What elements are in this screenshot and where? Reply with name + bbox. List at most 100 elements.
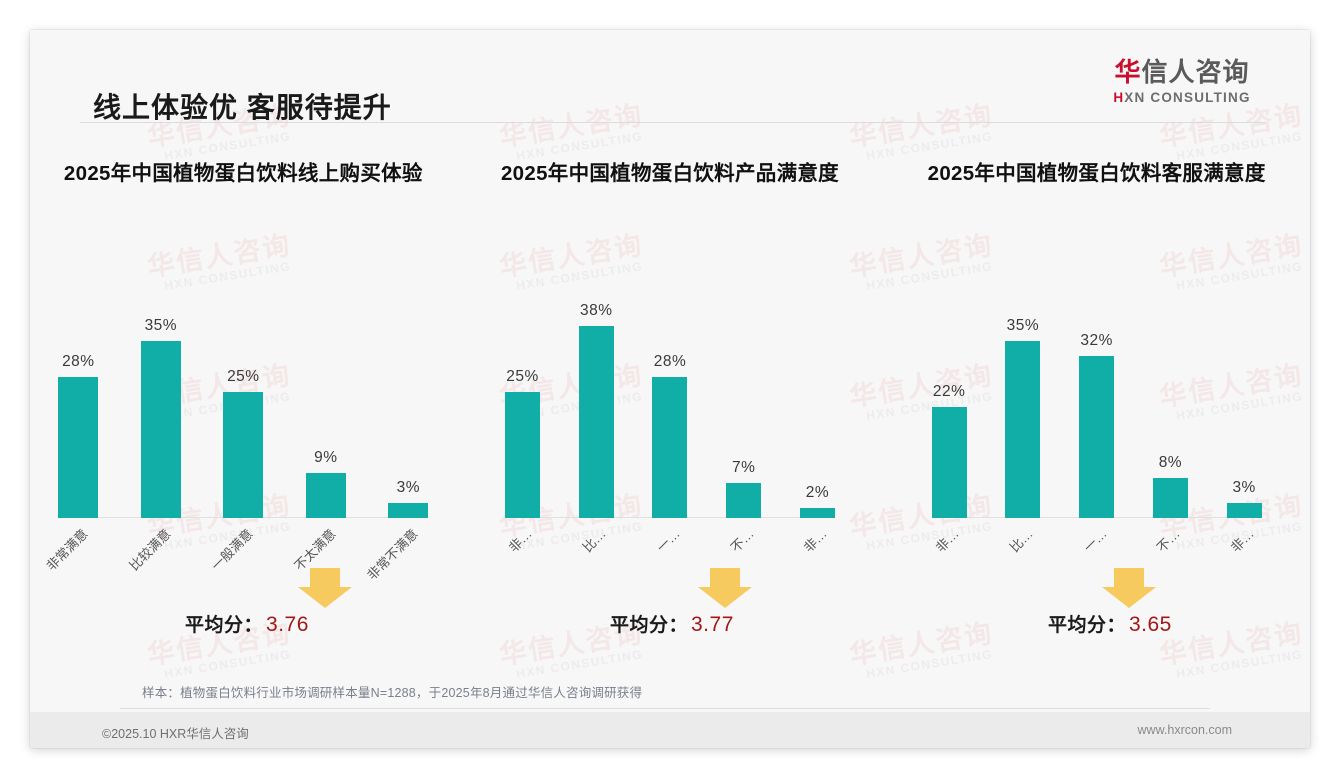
x-axis-tick-label: 不太满意 [291,526,339,574]
x-axis-tick-label: 一… [653,526,683,556]
slide-footer: ©2025.10 HXR华信人咨询 www.hxrcon.com [30,712,1310,748]
average-score-block-3: 平均分： 3.65 [883,568,1310,648]
x-axis-tick-label: 比… [579,526,609,556]
bar-slot: 28% 非常满意 [44,278,99,574]
down-arrow-icon [1101,568,1156,608]
bar-slot: 32% 一… [1079,278,1115,555]
bar-chart-2: 25% 非… 38% 比… 28% 一… 7% 不… 2% 非… [457,278,884,555]
bar[interactable] [1152,477,1188,518]
x-axis-tick-label: 非… [801,526,831,556]
bar[interactable] [726,482,762,518]
bars-group: 28% 非常满意 35% 比较满意 25% 一般满意 9% 不太满意 3% 非常不满意 [44,278,429,583]
watermark-english: HXN CONSULTING [163,647,293,682]
bar[interactable] [1005,341,1041,518]
x-axis-tick-label: 非常满意 [43,526,92,574]
x-axis-tick-label: 不… [727,526,757,556]
bar-slot: 9% 不太满意 [291,278,346,574]
x-axis-tick-label: 不… [1154,526,1184,556]
bar-value-label: 28% [653,352,687,370]
bar-slot: 35% 比… [1005,278,1041,555]
logo-english-first-char: H [1113,89,1125,105]
bar-value-label: 9% [314,448,338,466]
chart-panel-2: 2025年中国植物蛋白饮料产品满意度 25% 非… 38% 比… 28% 一… 7% 不… 2% 非… [457,138,884,638]
x-axis-tick-label: 比… [1006,526,1036,556]
footer-copyright: ©2025.10 HXR华信人咨询 [102,727,249,741]
company-logo: 华信人咨询 HXN CONSULTING [1092,57,1272,105]
bar-slot: 25% 一般满意 [209,278,264,574]
bar-slot: 2% 非… [799,278,835,555]
arrow-stem [1113,568,1144,588]
chart-panel-3: 2025年中国植物蛋白饮料客服满意度 22% 非… 35% 比… 32% 一… 8% 不… 3% 非… [883,138,1310,638]
logo-english-rest: XN CONSULTING [1124,89,1251,105]
bar-slot: 35% 比较满意 [126,278,181,574]
bar-value-label: 22% [932,382,966,400]
bar[interactable] [305,472,346,518]
average-score-label: 平均分： [185,615,264,636]
footer-website[interactable]: www.hxrcon.com [1137,723,1232,737]
page-title: 线上体验优 客服待提升 [93,92,392,123]
average-score-text: 平均分： 3.65 [1048,610,1172,637]
chart-title-1: 2025年中国植物蛋白饮料线上购买体验 [63,162,423,185]
watermark-english: HXN CONSULTING [515,647,645,682]
slide-header: 线上体验优 客服待提升 华信人咨询 HXN CONSULTING [30,30,1310,124]
average-score-text: 平均分： 3.77 [610,610,734,637]
arrow-head [1101,587,1156,608]
slide-card: 华信人咨询 HXN CONSULTING 华信人咨询 HXN CONSULTING 华信… [30,30,1310,748]
average-score-label: 平均分： [1047,615,1126,636]
bar[interactable] [799,507,835,518]
bar-chart-3: 22% 非… 35% 比… 32% 一… 8% 不… 3% 非… [883,278,1310,555]
chart-panel-1: 2025年中国植物蛋白饮料线上购买体验 28% 非常满意 35% 比较满意 25% 一般满意… [30,138,457,638]
bar-slot: 25% 非… [504,278,540,555]
x-axis-tick-label: 比较满意 [126,526,174,574]
bar-value-label: 3% [396,478,421,496]
logo-chinese-first-char: 华 [1114,57,1142,87]
footnote-divider [120,708,1210,709]
bar-slot: 38% 比… [578,278,614,555]
bar-value-label: 32% [1080,332,1113,350]
bar-value-label: 35% [1006,317,1040,335]
bar-value-label: 7% [732,458,756,476]
average-score-label: 平均分： [609,615,688,636]
bar[interactable] [504,391,540,518]
chart-title-2: 2025年中国植物蛋白饮料产品满意度 [500,162,839,185]
bar-slot: 3% 非常不满意 [364,278,429,583]
bar[interactable] [931,406,967,518]
average-score-text: 平均分： 3.76 [185,610,309,637]
bar[interactable] [578,326,614,518]
bar[interactable] [58,376,99,518]
down-arrow-icon [697,568,752,608]
bar-value-label: 2% [805,483,830,501]
chart-title-3: 2025年中国植物蛋白饮料客服满意度 [927,162,1266,185]
average-score-value: 3.77 [691,613,734,636]
arrow-stem [310,568,340,588]
arrow-head [697,587,752,608]
bar[interactable] [140,341,181,518]
average-score-value: 3.76 [266,613,309,636]
bar[interactable] [388,502,429,518]
bar-value-label: 28% [62,352,95,370]
header-divider [80,122,1266,123]
x-axis-tick-label: 非… [932,526,962,556]
bar[interactable] [223,391,264,518]
average-score-block-2: 平均分： 3.77 [457,568,884,648]
bar-slot: 8% 不… [1152,278,1188,555]
x-axis-tick-label: 一般满意 [208,526,257,574]
bar-value-label: 25% [506,367,539,385]
bar-value-label: 38% [579,302,613,320]
bar[interactable] [1079,356,1115,518]
charts-container: 2025年中国植物蛋白饮料线上购买体验 28% 非常满意 35% 比较满意 25% 一般满意… [30,138,1310,638]
bars-group: 25% 非… 38% 比… 28% 一… 7% 不… 2% 非… [504,278,835,555]
bar[interactable] [1226,502,1262,518]
average-score-block-1: 平均分： 3.76 [30,568,457,648]
bar-value-label: 35% [144,317,178,335]
sample-footnote: 样本：植物蛋白饮料行业市场调研样本量N=1288，于2025年8月通过华信人咨询… [142,686,643,700]
bar[interactable] [652,376,688,518]
bars-group: 22% 非… 35% 比… 32% 一… 8% 不… 3% 非… [931,278,1262,555]
bar-value-label: 3% [1232,478,1256,496]
logo-chinese: 华信人咨询 [1092,57,1272,88]
arrow-head [298,587,352,608]
logo-chinese-rest: 信人咨询 [1141,57,1250,87]
bar-slot: 22% 非… [931,278,967,555]
bar-slot: 3% 非… [1226,278,1262,555]
